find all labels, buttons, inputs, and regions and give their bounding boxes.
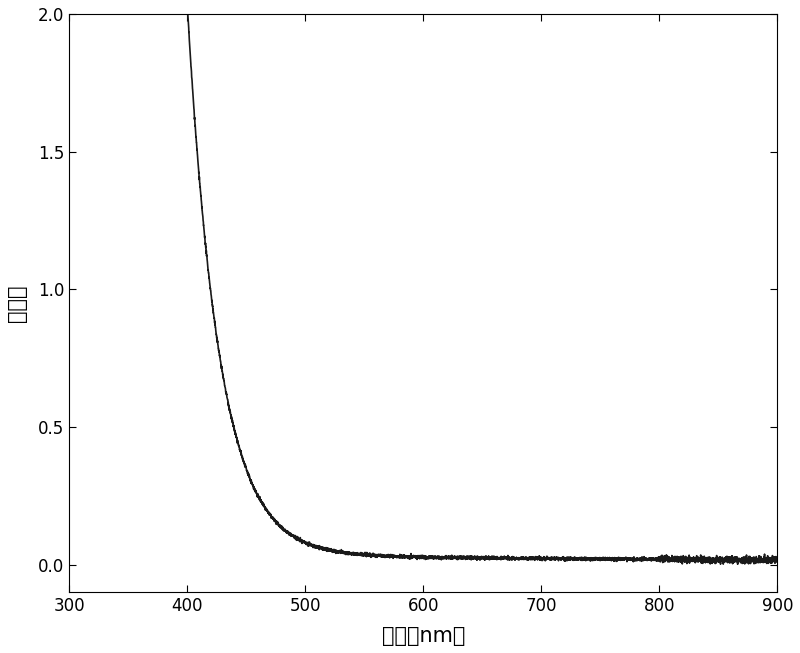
X-axis label: 波长（nm）: 波长（nm） [382,626,465,646]
Y-axis label: 吸光度: 吸光度 [7,284,27,322]
